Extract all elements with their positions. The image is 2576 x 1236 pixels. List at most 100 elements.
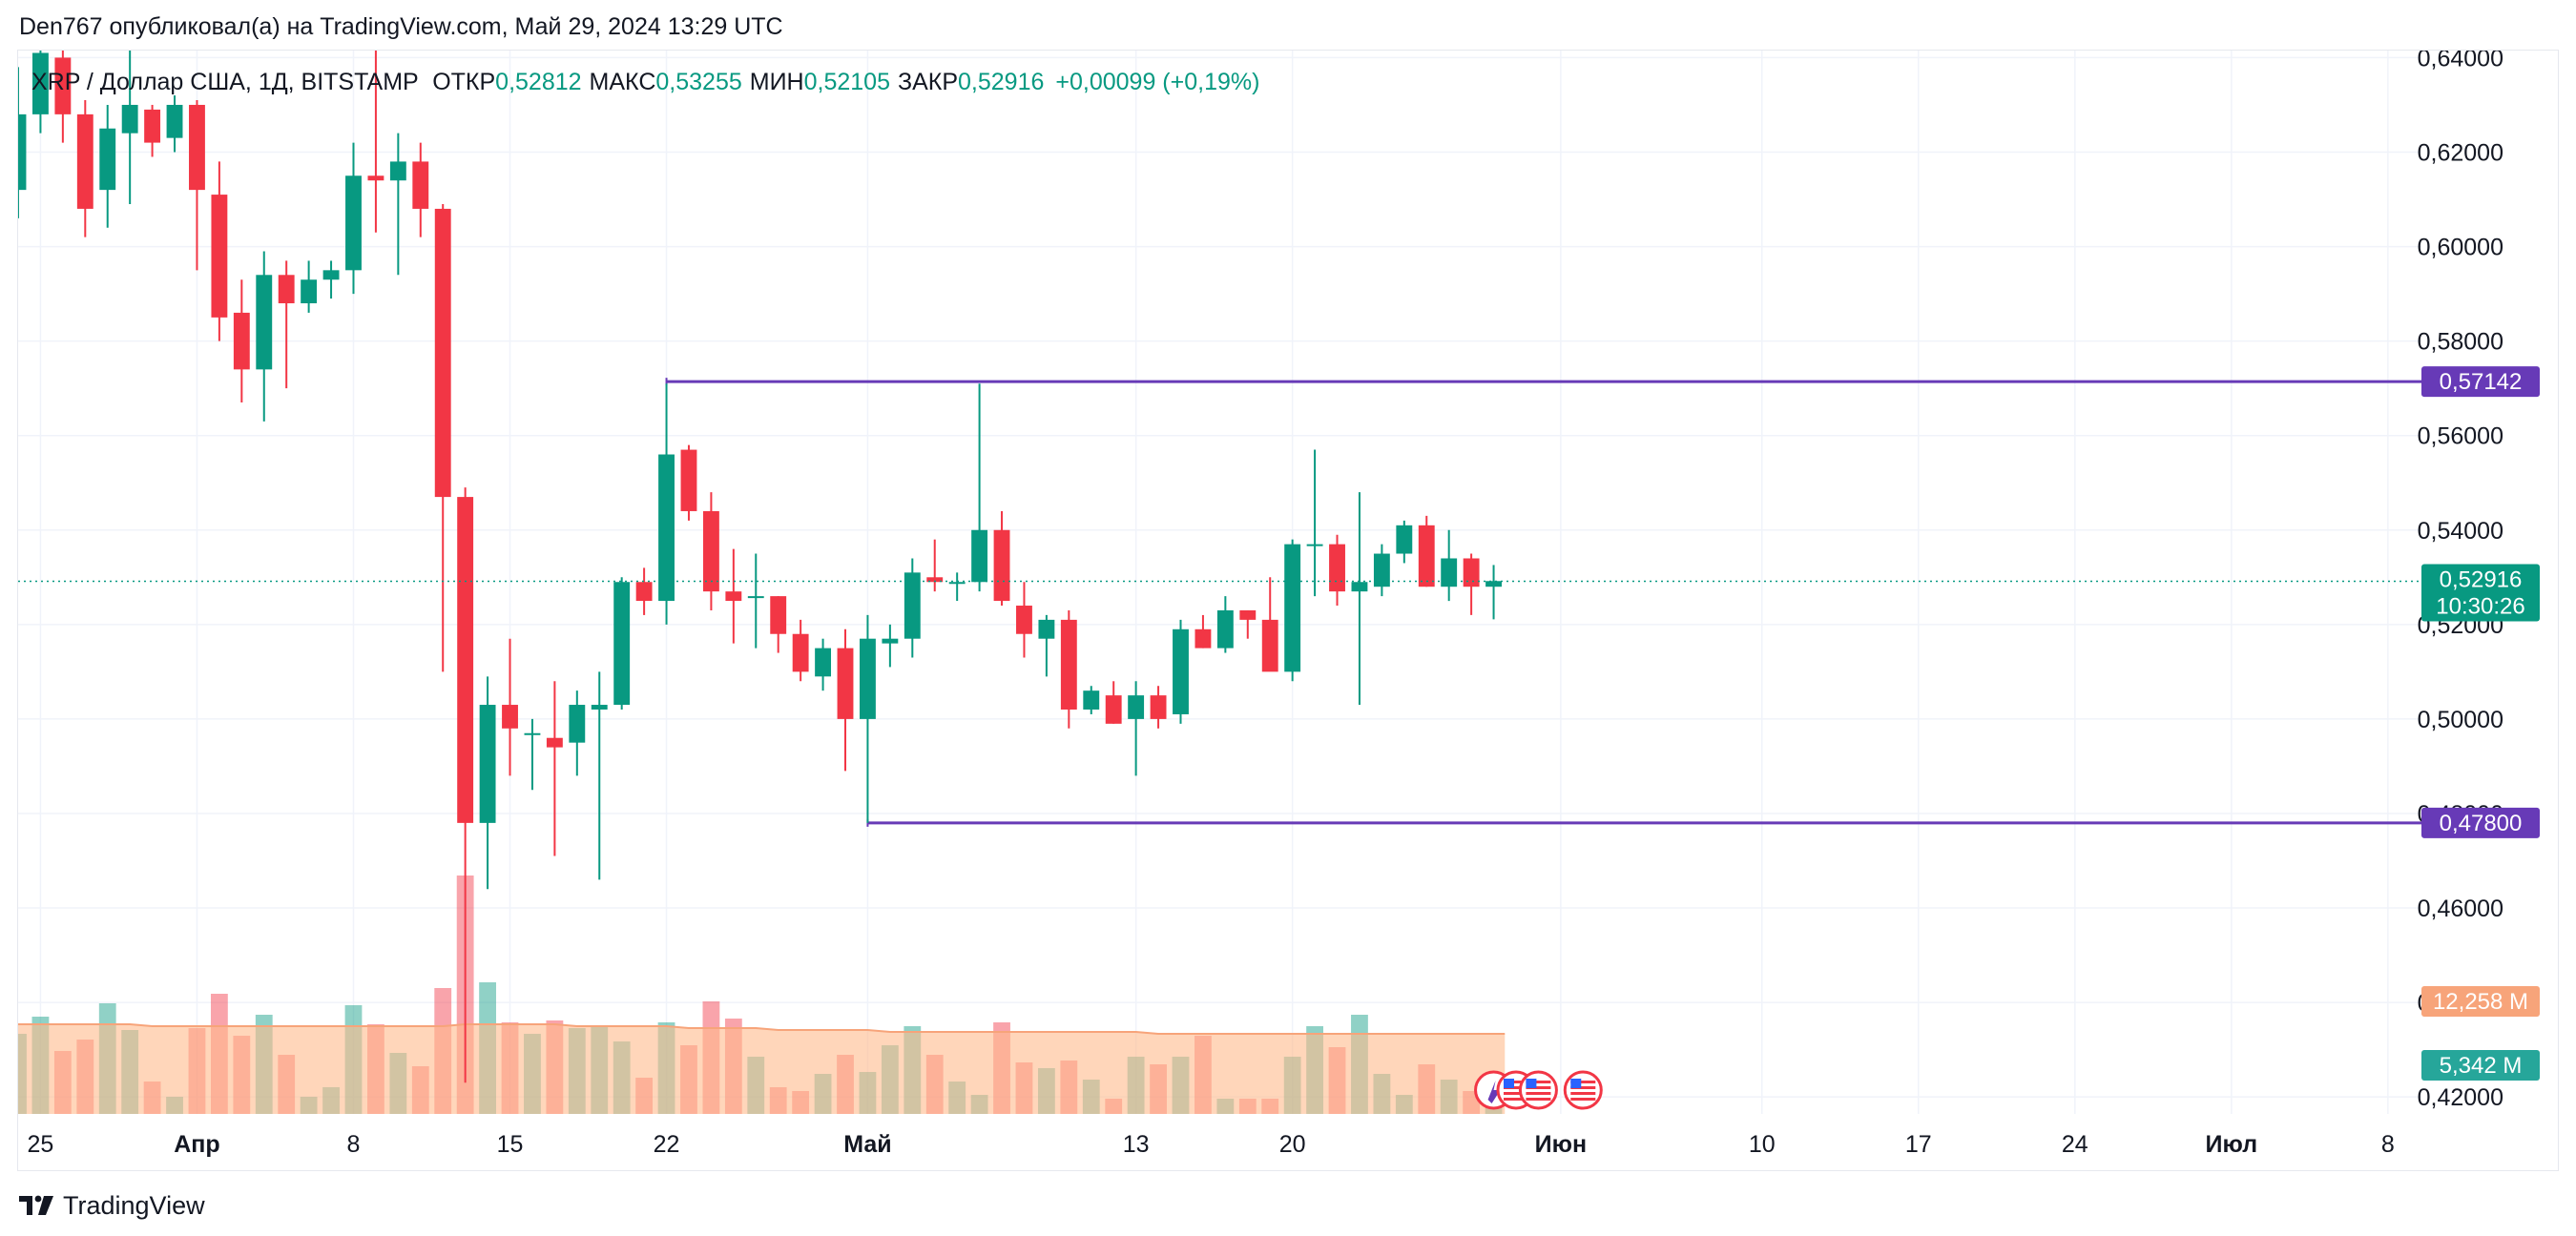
candle <box>591 671 608 880</box>
candle <box>1329 534 1345 607</box>
candle <box>680 444 697 521</box>
candle-body <box>993 529 1010 602</box>
flag-stripe <box>1570 1086 1596 1089</box>
candle-body <box>702 510 719 592</box>
candle <box>144 104 161 157</box>
candle <box>1351 492 1368 706</box>
x-tick-label: 15 <box>497 1131 524 1158</box>
footer: TradingView <box>19 1186 205 1225</box>
candle-body <box>1306 544 1323 546</box>
candle-body <box>635 582 653 602</box>
candle <box>256 251 273 422</box>
candle <box>948 572 966 602</box>
candlestick-chart[interactable]: 0,64000 0,62000 0,60000 0,58000 0,56000 0,540… <box>18 51 2558 1170</box>
ohlc-value: 0,53255 <box>655 69 741 95</box>
tradingview-brand[interactable]: TradingView <box>63 1190 205 1220</box>
publish-header: Den767 опубликовал(а) на TradingView.com… <box>19 13 783 40</box>
candle <box>569 690 586 776</box>
candle-body <box>792 633 809 672</box>
candle-body <box>1128 695 1145 719</box>
candle-body <box>144 109 161 143</box>
flag-stripe <box>1570 1092 1596 1095</box>
candle <box>1150 686 1167 729</box>
candle <box>658 383 675 625</box>
candle <box>18 67 27 218</box>
x-tick-label: 10 <box>1749 1131 1776 1158</box>
volume-last-tag: 5,342 M <box>2421 1050 2540 1081</box>
candle <box>189 100 205 271</box>
candle <box>479 676 496 890</box>
candle <box>278 260 295 389</box>
candle <box>233 279 250 403</box>
candle-body <box>367 175 384 181</box>
candle <box>725 548 742 644</box>
volume-ma-area <box>18 1024 1506 1114</box>
y-tick-label: 0,46000 <box>2418 896 2503 922</box>
flag-canton <box>1503 1079 1514 1088</box>
candle-body <box>189 104 205 191</box>
chart-frame: 0,64000 0,62000 0,60000 0,58000 0,56000 0,540… <box>17 50 2559 1171</box>
candle-body <box>389 161 406 181</box>
candle <box>971 383 988 592</box>
candle <box>389 133 406 276</box>
candle <box>1239 609 1257 639</box>
candle <box>1173 619 1189 724</box>
candle-body <box>1173 628 1189 714</box>
candle <box>1306 449 1323 597</box>
ohlc-label: ОТКР <box>432 69 495 95</box>
candle <box>815 638 832 691</box>
x-tick-label: 20 <box>1279 1131 1306 1158</box>
y-tick-label: 0,60000 <box>2418 235 2503 261</box>
candle <box>993 510 1010 607</box>
candle-body <box>1351 582 1368 592</box>
x-tick-label: Июн <box>1535 1131 1587 1158</box>
candle <box>1038 614 1055 677</box>
candle-body <box>904 572 921 639</box>
candle-body <box>524 732 541 735</box>
candle-body <box>1216 609 1234 649</box>
candle-body <box>233 312 250 370</box>
ohlc-value: 0,52812 <box>495 69 581 95</box>
candle <box>702 492 719 610</box>
candle <box>1284 539 1301 682</box>
candle-body <box>479 705 496 823</box>
volume-last-tag-bg <box>2421 1050 2540 1081</box>
ohlc-label: ЗАКР <box>898 69 958 95</box>
us-flag-icon <box>1518 1070 1558 1110</box>
candle <box>367 51 384 233</box>
candle-body <box>278 275 295 304</box>
candle <box>792 619 809 682</box>
candle-body <box>815 648 832 677</box>
candle <box>1060 609 1077 729</box>
ohlc-label: МИН <box>750 69 804 95</box>
level-price-tag-text: 0,47800 <box>2440 811 2523 836</box>
candle-body <box>301 279 318 304</box>
candle <box>747 553 764 649</box>
candle <box>31 51 49 134</box>
candle <box>502 638 518 776</box>
level-price-tag-bg <box>2421 807 2540 838</box>
y-tick-label: 0,56000 <box>2418 423 2503 450</box>
flag-stripe <box>1570 1081 1596 1083</box>
us-flag-icon <box>1563 1070 1603 1110</box>
tradingview-logo-icon[interactable] <box>19 1193 53 1218</box>
level-price-tag-text: 0,57142 <box>2440 369 2523 395</box>
candle <box>1485 565 1502 620</box>
candle-body <box>1261 619 1278 672</box>
candle-body <box>680 449 697 511</box>
candle-body <box>18 113 27 191</box>
candle <box>1261 577 1278 672</box>
flag-canton <box>1526 1079 1537 1088</box>
candle-body <box>1441 558 1458 587</box>
candle <box>1216 596 1234 653</box>
candle-body <box>1284 544 1301 672</box>
candle-body <box>1038 619 1055 639</box>
last-price-tag-text: 10:30:26 <box>2436 593 2524 619</box>
candle <box>882 624 899 668</box>
candle-body <box>166 104 183 138</box>
volume-last-tag-text: 5,342 M <box>2440 1053 2523 1079</box>
candle-body <box>256 275 273 370</box>
candle-body <box>546 737 563 748</box>
chart-legend: XRP / Доллар США, 1Д, BITSTAMP ОТКР0,528… <box>31 69 1259 95</box>
